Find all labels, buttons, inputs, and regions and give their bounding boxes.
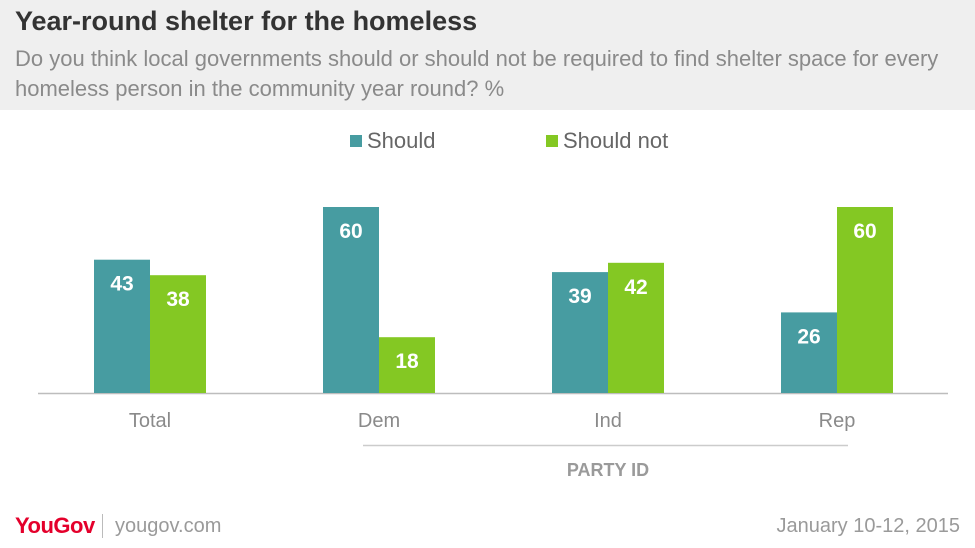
category-label-dem: Dem <box>358 410 400 432</box>
bar-should-rep <box>781 312 837 393</box>
bar-chart: 43 38 Total 60 18 Dem 39 42 Ind 26 60 Rep PARTY ID <box>38 207 948 480</box>
legend-label-should-not: Should not <box>563 128 669 153</box>
legend-item-should: Should <box>350 128 436 154</box>
legend-item-should-not: Should not <box>546 128 668 154</box>
data-label-should-not-ind: 42 <box>624 276 647 299</box>
bar-should-not-rep <box>837 207 893 393</box>
chart-title: Year-round shelter for the homeless <box>15 6 478 36</box>
bar-should-not-total <box>150 275 206 393</box>
category-label-ind: Ind <box>594 410 622 432</box>
bar-should-not-ind <box>608 262 664 393</box>
bar-should-dem <box>323 207 379 393</box>
yougov-logo: YouGov <box>15 513 95 538</box>
category-label-total: Total <box>129 410 171 432</box>
data-label-should-not-dem: 18 <box>395 350 419 373</box>
category-label-rep: Rep <box>819 410 856 432</box>
data-label-should-not-rep: 60 <box>853 220 876 243</box>
data-label-should-rep: 26 <box>797 325 820 348</box>
data-label-should-not-total: 38 <box>166 288 190 311</box>
footer-url[interactable]: yougov.com <box>115 515 222 537</box>
legend: Should Should not <box>0 128 975 158</box>
legend-label-should: Should <box>367 128 436 153</box>
data-label-should-ind: 39 <box>568 285 591 308</box>
data-label-should-dem: 60 <box>339 220 362 243</box>
survey-date: January 10-12, 2015 <box>776 515 960 537</box>
legend-swatch-should <box>350 135 362 147</box>
bar-should-total <box>94 259 150 393</box>
chart-subtitle: Do you think local governments should or… <box>15 46 939 101</box>
bar-should-not-dem <box>379 337 435 393</box>
bar-should-ind <box>552 272 608 393</box>
legend-swatch-should-not <box>546 135 558 147</box>
group-label-party-id: PARTY ID <box>567 460 649 480</box>
data-label-should-total: 43 <box>110 273 133 296</box>
header-band: Year-round shelter for the homeless Do y… <box>0 0 975 110</box>
footer-divider <box>102 514 103 538</box>
